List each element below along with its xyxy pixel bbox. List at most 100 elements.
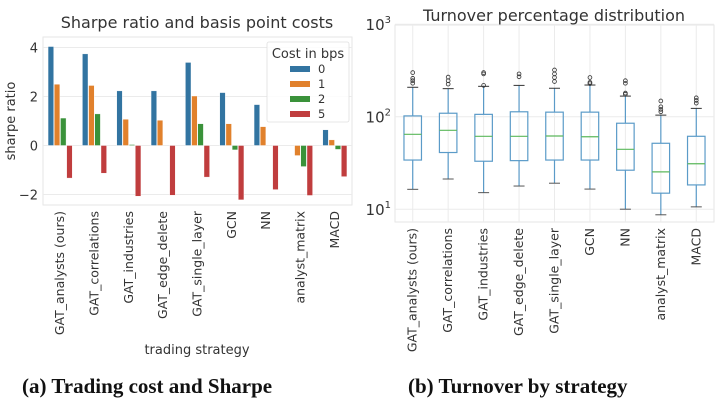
turnover-boxplot-chart: 101 102 103 GAT_analysts (ours) GAT_correla… bbox=[366, 6, 715, 352]
left-x-tick-label: analyst_matrix bbox=[293, 211, 308, 304]
outlier-point bbox=[516, 74, 522, 80]
bar-5-bps bbox=[169, 145, 176, 196]
left-x-tick-label: GAT_analysts (ours) bbox=[52, 211, 67, 335]
left-bars bbox=[47, 46, 348, 201]
bar-1-bps bbox=[88, 85, 95, 146]
outlier-point bbox=[481, 83, 486, 88]
box-iqr bbox=[651, 142, 671, 194]
bar-5-bps bbox=[135, 145, 142, 197]
bar-0-bps bbox=[219, 92, 226, 146]
bar-0-bps bbox=[47, 46, 54, 146]
left-x-tick-label: MACD bbox=[327, 211, 342, 248]
boxplot-6 bbox=[616, 78, 635, 210]
bar-0-bps bbox=[150, 90, 157, 146]
bar-2-bps bbox=[60, 117, 67, 146]
outlier-point bbox=[587, 80, 593, 85]
bar-0-bps bbox=[322, 129, 329, 146]
right-x-ticks: GAT_analysts (ours) GAT_correlations GAT_i… bbox=[405, 227, 704, 352]
outlier-point bbox=[623, 80, 628, 86]
right-boxes bbox=[403, 67, 706, 216]
right-x-tick-label: GAT_correlations bbox=[440, 228, 455, 333]
bar-1-bps bbox=[260, 126, 267, 146]
legend-title: Cost in bps bbox=[272, 47, 345, 62]
bar-2-bps bbox=[300, 145, 307, 167]
left-x-ticks: GAT_analysts (ours) GAT_correlations GAT_i… bbox=[52, 210, 342, 335]
caption-a: (a) Trading cost and Sharpe bbox=[22, 374, 273, 398]
legend-swatch bbox=[290, 96, 310, 102]
legend-swatch bbox=[290, 66, 310, 72]
left-y-tick-label: −2 bbox=[19, 189, 38, 204]
bar-5-bps bbox=[272, 145, 279, 190]
outlier-point bbox=[481, 71, 486, 77]
bar-1-bps bbox=[328, 139, 335, 146]
right-chart-title: Turnover percentage distribution bbox=[422, 6, 685, 25]
bar-1-bps bbox=[191, 95, 198, 146]
bar-2-bps bbox=[231, 145, 238, 151]
bar-2-bps bbox=[334, 145, 341, 150]
outlier-point bbox=[410, 78, 416, 84]
boxplot-0 bbox=[403, 70, 423, 190]
box-iqr bbox=[686, 135, 706, 186]
boxplot-1 bbox=[438, 74, 458, 180]
right-x-tick-label: GAT_single_layer bbox=[547, 227, 562, 334]
left-x-tick-label: GAT_industries bbox=[121, 211, 136, 304]
boxplot-4 bbox=[545, 67, 564, 184]
boxplot-7 bbox=[651, 98, 671, 216]
legend-label: 2 bbox=[318, 92, 325, 106]
bar-1-bps bbox=[54, 84, 61, 146]
outlier-point bbox=[658, 109, 664, 115]
left-gridlines bbox=[43, 47, 352, 195]
left-x-tick-label: GAT_correlations bbox=[87, 211, 102, 316]
left-y-tick-label: 0 bbox=[30, 140, 38, 155]
legend-swatch bbox=[290, 111, 310, 117]
outlier-point bbox=[516, 71, 522, 77]
right-y-tick-label: 101 bbox=[366, 200, 391, 219]
left-y-axis-label: sharpe ratio bbox=[4, 82, 19, 161]
outlier-point bbox=[693, 95, 699, 101]
bar-1-bps bbox=[122, 119, 129, 146]
bar-1-bps bbox=[157, 120, 164, 146]
outlier-point bbox=[693, 98, 699, 103]
legend-label: 5 bbox=[318, 107, 325, 121]
right-x-tick-label: MACD bbox=[688, 228, 703, 265]
outlier-point bbox=[481, 70, 486, 75]
right-y-tick-label: 103 bbox=[366, 15, 391, 34]
outlier-point bbox=[445, 74, 451, 80]
bar-0-bps bbox=[253, 104, 260, 146]
bar-5-bps bbox=[66, 145, 73, 179]
right-y-ticks: 101 102 103 bbox=[366, 15, 391, 219]
boxplot-3 bbox=[509, 71, 529, 187]
outlier-point bbox=[693, 100, 699, 106]
legend-swatch bbox=[290, 81, 310, 87]
bar-5-bps bbox=[341, 145, 348, 177]
left-x-tick-label: GAT_single_layer bbox=[190, 210, 205, 317]
right-x-tick-label: analyst_matrix bbox=[653, 228, 668, 321]
right-x-tick-label: GAT_edge_delete bbox=[511, 228, 526, 336]
bar-5-bps bbox=[238, 145, 245, 201]
left-x-tick-label: GCN bbox=[224, 211, 239, 239]
outlier-point bbox=[658, 104, 664, 110]
box-iqr bbox=[474, 113, 493, 162]
outlier-point bbox=[410, 80, 416, 86]
bar-1-bps bbox=[294, 145, 301, 156]
bar-0-bps bbox=[116, 90, 123, 146]
right-y-tick-label: 102 bbox=[366, 108, 391, 127]
left-x-tick-label: GAT_edge_delete bbox=[155, 211, 170, 319]
outlier-point bbox=[410, 70, 416, 75]
box-iqr bbox=[580, 111, 600, 161]
boxplot-5 bbox=[580, 75, 600, 190]
left-y-tick-label: 2 bbox=[30, 91, 38, 106]
left-y-tick-label: 4 bbox=[30, 42, 38, 57]
bar-0-bps bbox=[82, 53, 89, 146]
box-iqr bbox=[438, 112, 458, 154]
left-x-tick-label: NN bbox=[258, 211, 273, 230]
boxplot-8 bbox=[686, 95, 706, 208]
outlier-point bbox=[623, 78, 628, 84]
left-x-axis-label: trading strategy bbox=[144, 343, 249, 358]
bar-2-bps bbox=[197, 123, 204, 146]
left-y-ticks: −2 0 2 4 bbox=[19, 42, 38, 204]
outlier-point bbox=[658, 98, 664, 104]
